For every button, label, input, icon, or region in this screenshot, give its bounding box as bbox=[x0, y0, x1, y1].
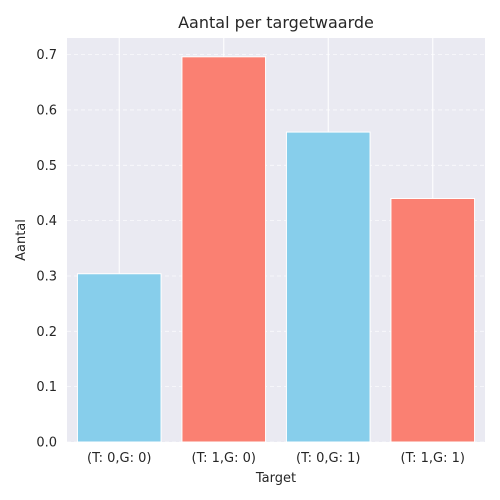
y-tick-label: 0.3 bbox=[36, 269, 57, 284]
y-tick-label: 0.1 bbox=[36, 380, 57, 395]
y-tick-label: 0.0 bbox=[36, 436, 57, 451]
x-axis-ticks: (T: 0,G: 0) (T: 1,G: 0) (T: 0,G: 1) (T: 1,G… bbox=[87, 451, 465, 466]
x-tick-label: (T: 0,G: 1) bbox=[296, 451, 360, 466]
bar bbox=[285, 131, 371, 443]
y-axis-label: Aantal bbox=[14, 219, 29, 261]
x-tick-label: (T: 0,G: 0) bbox=[87, 451, 151, 466]
bar bbox=[76, 273, 162, 443]
chart-title: Aantal per targetwaarde bbox=[178, 13, 374, 32]
y-tick-label: 0.7 bbox=[36, 48, 57, 63]
y-tick-label: 0.2 bbox=[36, 325, 57, 340]
y-axis-ticks: 0.0 0.1 0.2 0.3 0.4 0.5 0.6 0.7 bbox=[36, 48, 57, 450]
x-tick-label: (T: 1,G: 1) bbox=[401, 451, 465, 466]
x-tick-label: (T: 1,G: 0) bbox=[192, 451, 256, 466]
y-tick-label: 0.5 bbox=[36, 159, 57, 174]
bar bbox=[390, 197, 476, 443]
bars bbox=[76, 56, 476, 443]
bar bbox=[181, 56, 267, 443]
x-axis-label: Target bbox=[255, 471, 296, 486]
y-tick-label: 0.4 bbox=[36, 214, 57, 229]
y-tick-label: 0.6 bbox=[36, 103, 57, 118]
